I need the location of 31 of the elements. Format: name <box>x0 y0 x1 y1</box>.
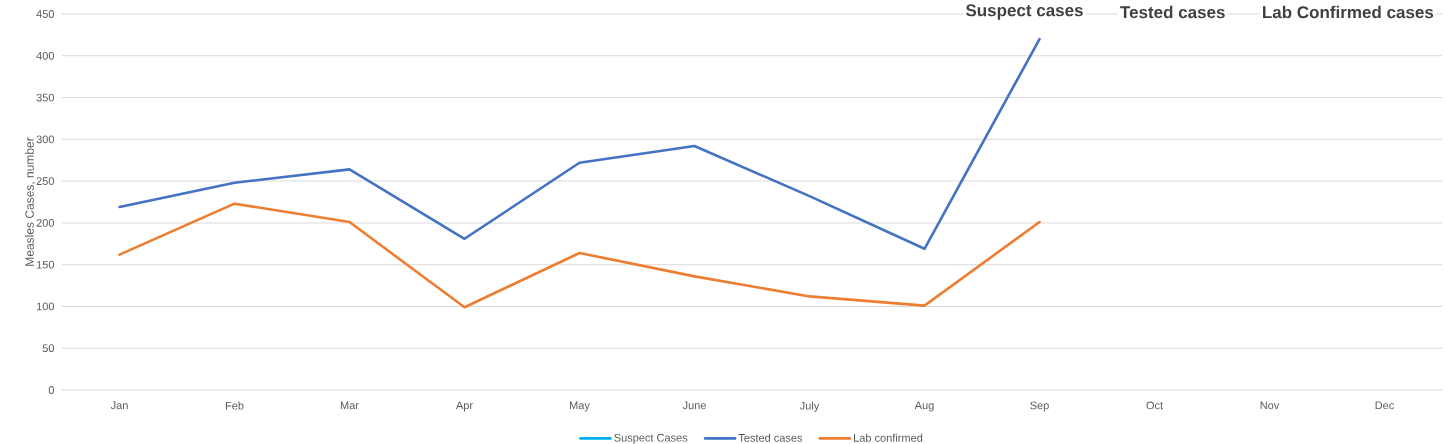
y-tick-label: 50 <box>42 344 55 353</box>
y-tick-label: 100 <box>36 302 55 311</box>
legend-label: Tested cases <box>738 433 803 442</box>
line-series <box>118 202 1041 309</box>
y-tick-label: 250 <box>36 177 55 186</box>
y-tick-label: 200 <box>36 219 55 227</box>
x-tick-label: Feb <box>225 401 244 410</box>
y-tick-label: 450 <box>36 10 55 18</box>
x-tick-label: July <box>799 401 820 412</box>
line-series <box>118 37 1041 251</box>
x-tick-label: June <box>682 401 706 410</box>
x-tick-label: Dec <box>1375 401 1394 410</box>
y-axis-title: Measles Cases, number <box>25 137 36 266</box>
annotation: Tested cases <box>1120 5 1225 19</box>
y-tick-label: 150 <box>36 260 55 269</box>
x-tick-label: Jan <box>110 401 128 410</box>
x-tick-label: May <box>570 401 590 412</box>
legend-label: Lab confirmed <box>854 433 923 442</box>
y-tick-label: 0 <box>48 386 55 394</box>
x-tick-label: Aug <box>914 401 934 412</box>
x-tick-label: Sep <box>1030 401 1049 412</box>
x-tick-label: Mar <box>340 401 359 410</box>
y-tick-label: 300 <box>36 135 55 144</box>
x-tick-label: Apr <box>455 401 473 412</box>
x-tick-label: Nov <box>1260 401 1280 410</box>
legend-label: Suspect Cases <box>614 433 688 444</box>
y-tick-label: 400 <box>36 51 55 60</box>
x-tick-label: Oct <box>1146 401 1163 410</box>
annotation: Lab Confirmed cases <box>1263 5 1434 19</box>
y-tick-label: 350 <box>36 93 55 102</box>
annotation: Suspect cases <box>965 4 1083 20</box>
